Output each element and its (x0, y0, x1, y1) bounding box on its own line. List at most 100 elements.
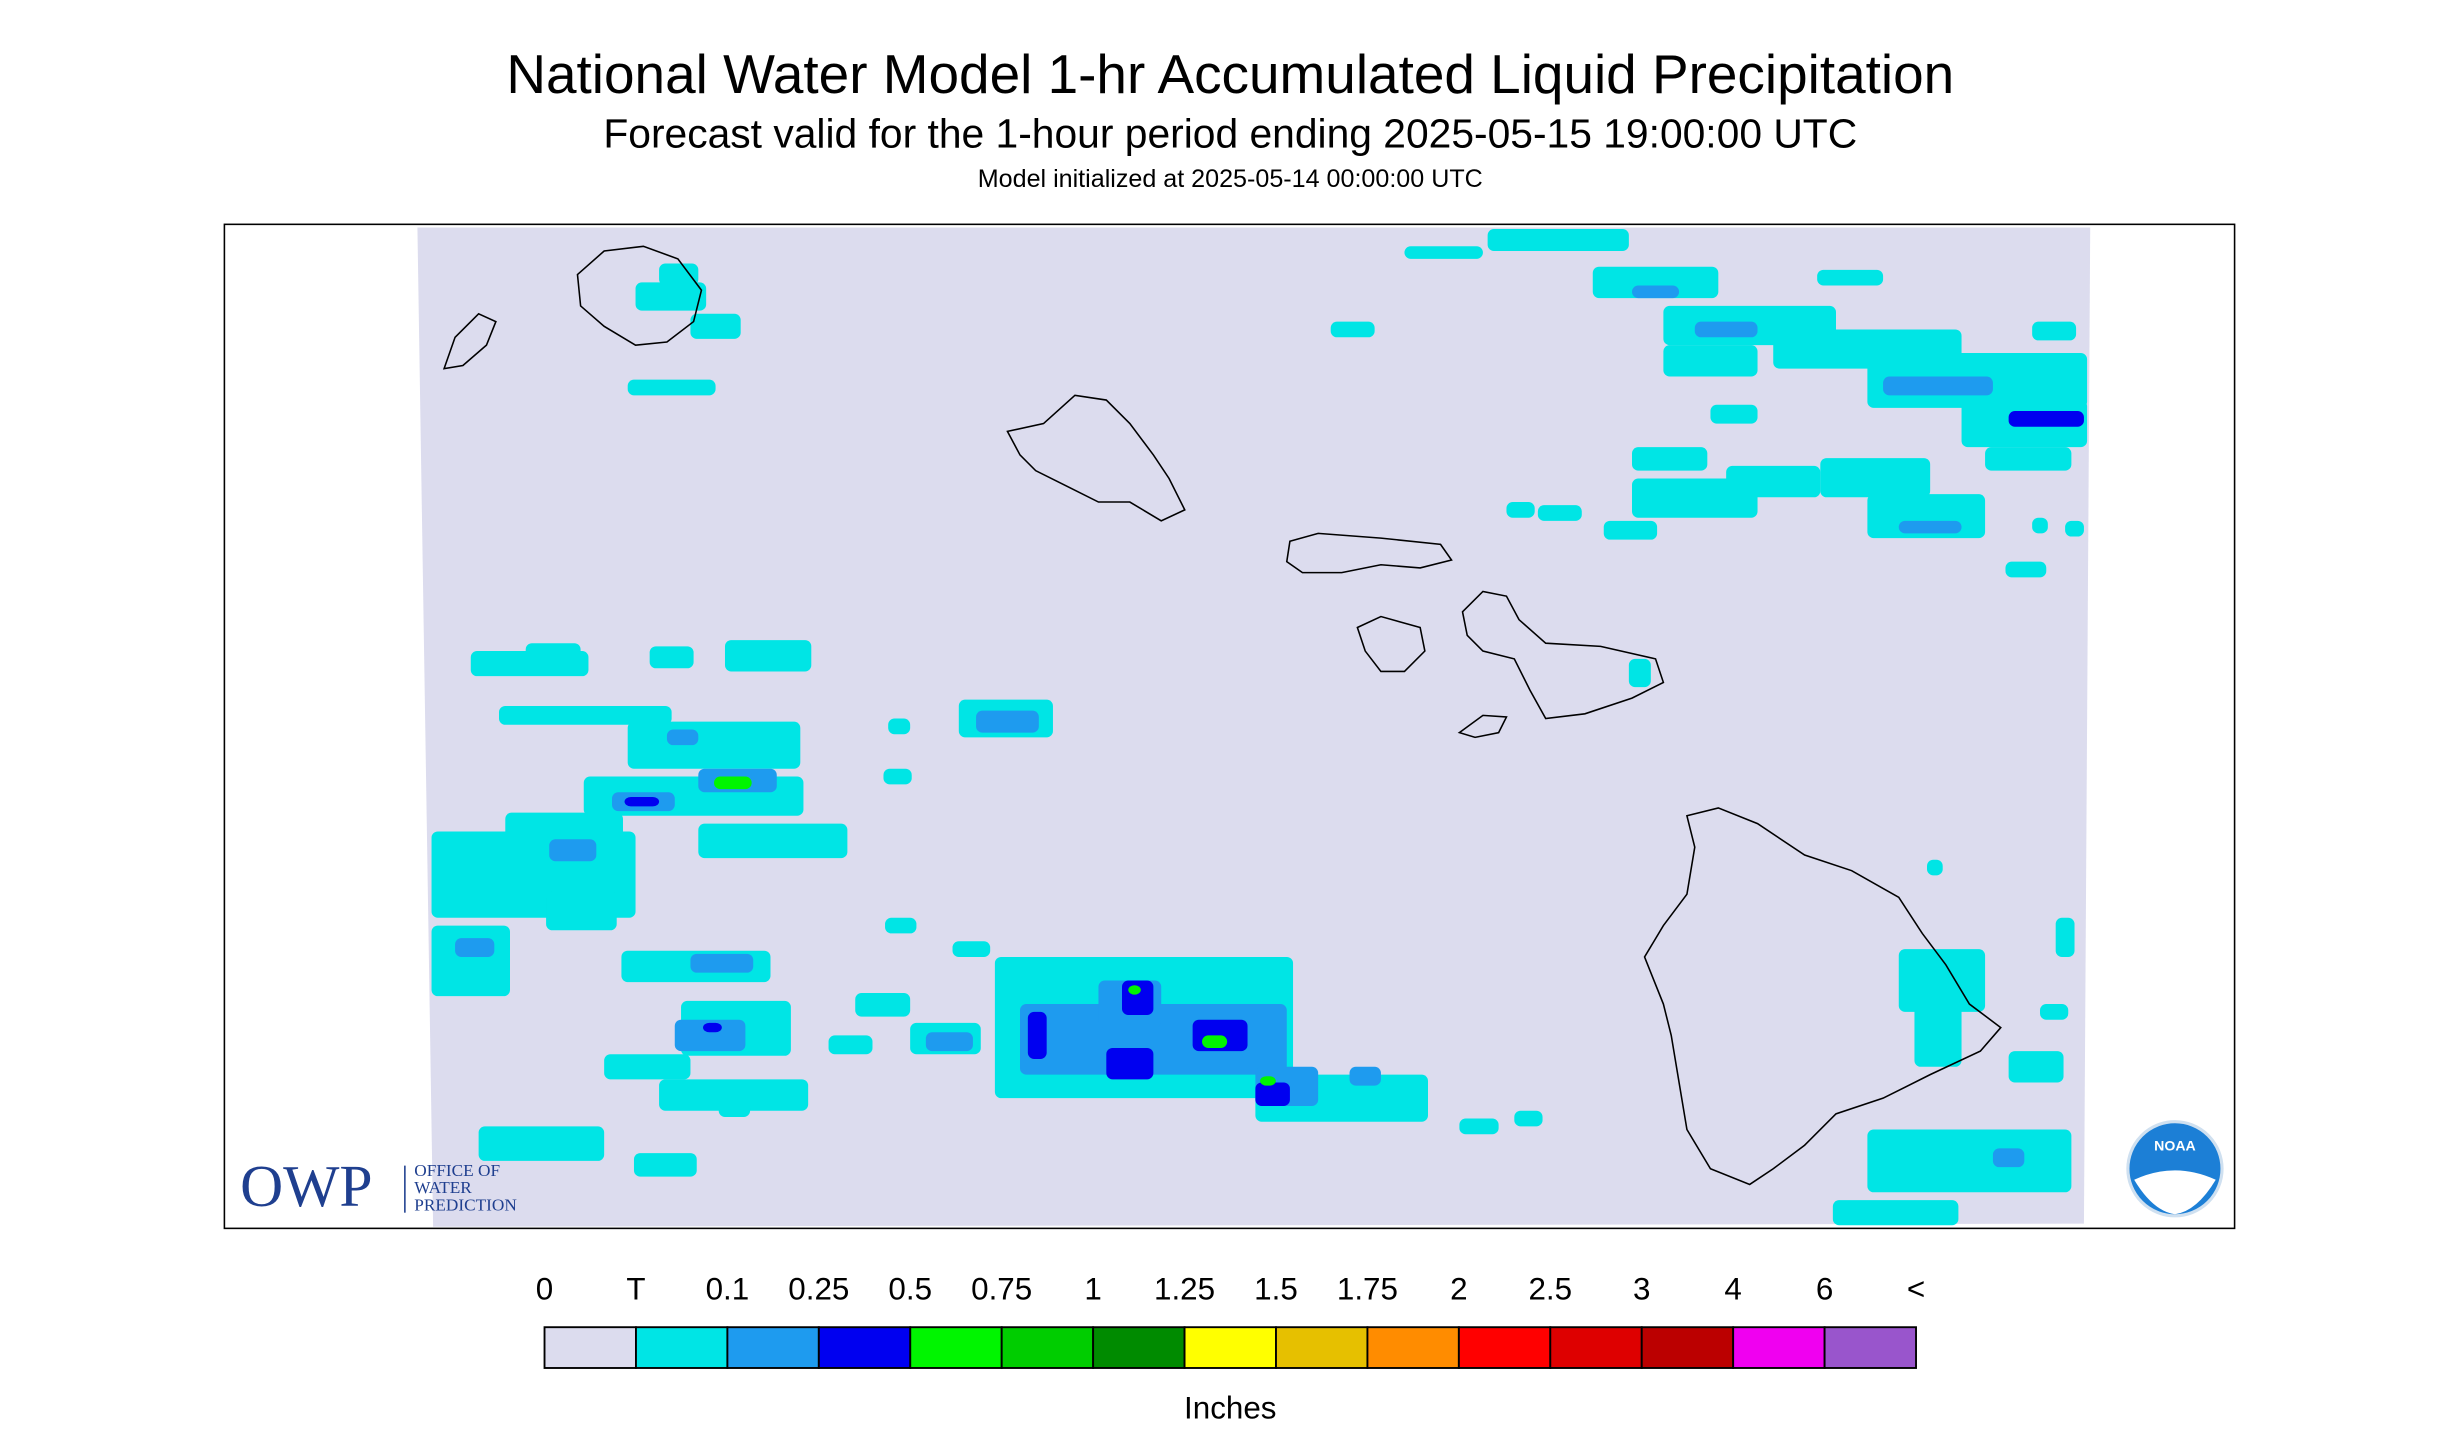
precip-cell (624, 796, 660, 807)
precip-cell (1260, 1076, 1276, 1086)
precip-cell (1330, 321, 1375, 338)
logo-line: PREDICTION (414, 1195, 517, 1214)
colorbar-label: 1.75 (1337, 1271, 1398, 1306)
colorbar-label: < (1907, 1271, 1925, 1306)
precip-cell (1628, 658, 1651, 688)
precip-cell (649, 646, 694, 669)
precip-cell (885, 917, 917, 934)
colorbar-swatch (817, 1326, 912, 1369)
noaa-text: NOAA (2154, 1138, 2196, 1154)
colorbar-label: 0.5 (888, 1271, 932, 1306)
precip-cell (1027, 1011, 1047, 1059)
precip-cell (1867, 1129, 2072, 1193)
precip-cell (1898, 949, 1986, 1012)
precip-cell (883, 768, 912, 785)
precip-cell (925, 1032, 973, 1052)
precip-cell (633, 1153, 697, 1177)
precip-cell (1694, 321, 1758, 338)
precip-cell (2055, 917, 2075, 957)
precip-cell (627, 721, 801, 769)
precip-cell (1603, 520, 1658, 540)
precip-cell (1927, 859, 1943, 876)
logo-line: WATER (414, 1178, 472, 1197)
precip-cell (2008, 411, 2084, 427)
colorbar-label: 0.75 (971, 1271, 1032, 1306)
logo-abbr: OWP (240, 1153, 372, 1219)
island-hawaii (1643, 807, 2002, 1186)
colorbar: 0 T 0.1 0.25 0.5 0.75 1 1.25 1.5 1.75 2 2.5 3 4 6 < (536, 1271, 1925, 1369)
colorbar-swatch (726, 1326, 820, 1369)
precip-cell (1487, 229, 1629, 252)
precip-cell (714, 776, 752, 790)
precip-cell (855, 993, 911, 1017)
colorbar-swatch (1549, 1326, 1643, 1369)
colorbar-label: 2.5 (1528, 1271, 1572, 1306)
precip-cell (546, 891, 617, 931)
colorbar-swatch (1366, 1326, 1460, 1369)
precip-cell (1514, 1110, 1543, 1127)
precip-field (431, 229, 2088, 1226)
colorbar-swatch (1640, 1326, 1735, 1369)
precip-cell (1459, 1118, 1499, 1135)
precip-cell (976, 710, 1039, 733)
colorbar-swatch (1000, 1326, 1095, 1369)
precip-cell (1349, 1066, 1381, 1086)
precip-cell (659, 1079, 809, 1111)
island-kahoolawe (1457, 714, 1508, 739)
precip-cell (888, 718, 911, 735)
init-time: Model initialized at 2025-05-14 00:00:00… (978, 165, 1483, 193)
colorbar-swatch (1092, 1326, 1186, 1369)
coastlines (442, 245, 2002, 1186)
colorbar-swatch (909, 1326, 1003, 1369)
colorbar-swatch (1275, 1326, 1369, 1369)
precip-cell (525, 643, 581, 659)
precip-cell (1202, 1035, 1228, 1048)
precip-cell (1832, 1200, 1959, 1226)
precip-cell (674, 1019, 746, 1052)
colorbar-swatch (1732, 1326, 1826, 1369)
noaa-bird (2134, 1170, 2216, 1215)
precip-cell (627, 379, 716, 396)
colorbar-label: 4 (1724, 1271, 1741, 1306)
colorbar-label: 6 (1816, 1271, 1833, 1306)
precip-cell (549, 839, 597, 862)
model-domain (417, 227, 2091, 1227)
precip-cell (1255, 1082, 1290, 1107)
precip-cell (1820, 458, 1931, 498)
colorbar-label: 2 (1450, 1271, 1467, 1306)
precip-cell (1404, 246, 1483, 259)
precip-cell (828, 1035, 873, 1055)
precip-cell (1537, 505, 1582, 521)
island-oahu (1006, 394, 1186, 522)
precip-cell (1992, 1148, 2025, 1168)
island-kauai (576, 245, 703, 346)
colorbar-swatch (1183, 1326, 1277, 1369)
colorbar-unit: Inches (1184, 1391, 1276, 1426)
precip-cell (698, 823, 848, 859)
precip-cell (952, 941, 991, 957)
precip-cell (1898, 520, 1962, 534)
colorbar-label: 1 (1084, 1271, 1101, 1306)
colorbar-label: 1.5 (1254, 1271, 1298, 1306)
precip-cell (478, 1126, 605, 1161)
precip-cell (2040, 1004, 2069, 1020)
colorbar-label: 0.25 (788, 1271, 849, 1306)
precip-cell (1817, 269, 1884, 286)
precip-cell (724, 640, 812, 672)
precip-cell (690, 313, 741, 339)
precip-cell (2065, 520, 2084, 537)
precip-cell (1914, 1004, 1962, 1067)
precip-cell (2005, 561, 2047, 578)
colorbar-label: 1.25 (1154, 1271, 1215, 1306)
colorbar-swatch (1457, 1326, 1552, 1369)
precip-cell (1506, 502, 1535, 518)
precip-cell (2008, 1051, 2064, 1083)
precip-cell (1632, 447, 1708, 471)
colorbar-swatch (635, 1326, 729, 1369)
colorbar-label: 0 (536, 1271, 553, 1306)
precip-cell (690, 953, 754, 973)
colorbar-swatch (543, 1326, 637, 1369)
precip-cell (1128, 985, 1141, 995)
